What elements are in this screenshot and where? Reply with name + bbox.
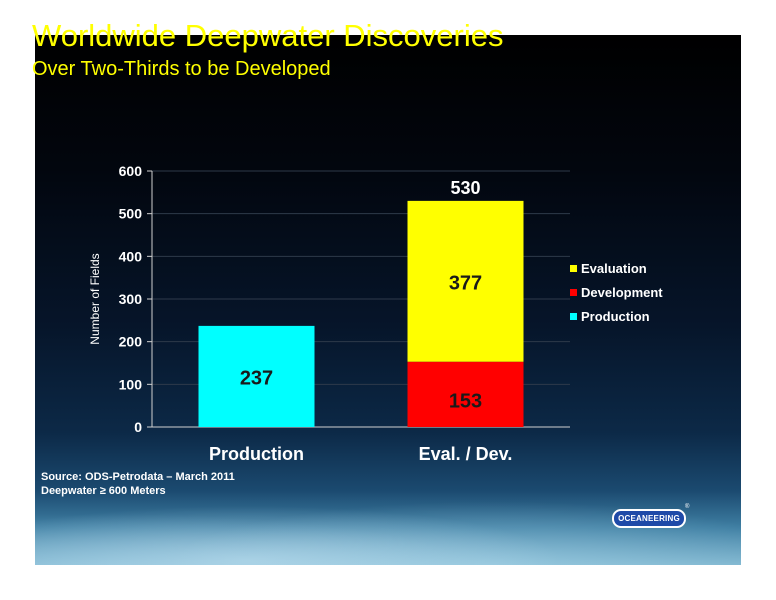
legend-label: Evaluation: [581, 261, 647, 276]
source-note: Source: ODS-Petrodata – March 2011 Deepw…: [41, 470, 235, 498]
data-label: 377: [449, 272, 482, 294]
chart-axes: 0 100 200 300 400 500 600 Number of Fields: [88, 163, 570, 435]
oceaneering-logo: OCEANEERING: [612, 509, 686, 528]
slide-subtitle: Over Two-Thirds to be Developed: [32, 58, 331, 80]
total-label: 530: [450, 178, 480, 198]
legend-swatch: [570, 289, 577, 296]
chart-bars: [198, 200, 524, 427]
y-tick-label: 600: [119, 163, 143, 179]
chart-labels: 237 Production 153 377 530 Eval. / Dev.: [209, 178, 512, 464]
slide-title: Worldwide Deepwater Discoveries: [32, 18, 504, 53]
y-tick-label: 200: [119, 334, 143, 350]
y-tick-label: 0: [134, 419, 142, 435]
registered-mark: ®: [685, 504, 690, 510]
bar-production: [198, 325, 315, 427]
y-tick-label: 500: [119, 206, 143, 222]
x-category-label: Eval. / Dev.: [419, 444, 513, 464]
x-category-label: Production: [209, 444, 304, 464]
depth-note: Deepwater ≥ 600 Meters: [41, 485, 166, 497]
bar-evaluation: [407, 200, 524, 362]
legend-swatch: [570, 265, 577, 272]
data-label: 237: [240, 367, 273, 389]
source-line: Source: ODS-Petrodata – March 2011: [41, 471, 235, 483]
legend-label: Development: [581, 285, 663, 300]
y-axis-label: Number of Fields: [88, 253, 102, 344]
y-tick-label: 400: [119, 248, 143, 264]
bar-development: [407, 361, 524, 427]
y-tick-label: 300: [119, 291, 143, 307]
chart-legend: Evaluation Development Production: [570, 261, 663, 324]
data-label: 153: [449, 390, 482, 412]
legend-label: Production: [581, 309, 650, 324]
legend-swatch: [570, 313, 577, 320]
y-tick-label: 100: [119, 376, 143, 392]
